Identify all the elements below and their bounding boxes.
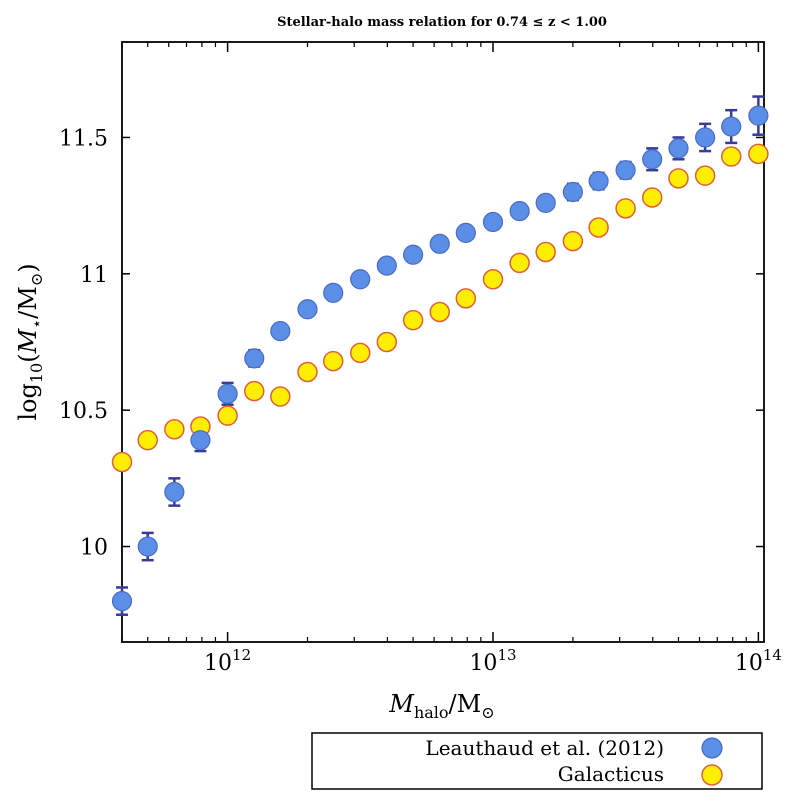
galacticus-point — [164, 419, 185, 440]
y-tick-label: 11.5 — [59, 126, 108, 151]
leauthaud-point — [695, 127, 716, 148]
leauthaud-point — [111, 590, 133, 612]
leauthaud-point — [190, 430, 211, 451]
axis-ticks: 10 10.5 11 11.5 1012 1013 1014 — [59, 42, 782, 676]
leauthaud-point — [588, 170, 609, 192]
leauthaud-point — [482, 211, 504, 233]
leauthaud-point — [509, 200, 530, 222]
leauthaud-point — [535, 192, 556, 214]
leauthaud-point — [642, 149, 663, 170]
leauthaud-point — [244, 348, 265, 369]
galacticus-point — [615, 198, 636, 219]
leauthaud-point — [217, 383, 238, 404]
legend-marker-leauthaud — [701, 737, 723, 759]
leauthaud-point — [455, 222, 476, 244]
galacticus-point — [588, 217, 609, 238]
legend-box — [311, 732, 763, 790]
galacticus-point — [509, 252, 530, 274]
galacticus-point — [349, 342, 371, 364]
galacticus-point — [455, 288, 477, 309]
leauthaud-point — [137, 536, 158, 557]
galacticus-point — [243, 380, 265, 402]
galacticus-point — [748, 143, 769, 165]
y-tick-label: 11 — [80, 263, 108, 288]
legend-label-leauthaud: Leauthaud et al. (2012) — [425, 736, 664, 760]
galacticus-point — [111, 451, 133, 473]
galacticus-point — [694, 165, 716, 186]
plot-frame — [121, 41, 765, 643]
x-axis-label: Mhalo/M⊙ — [388, 690, 494, 722]
y-tick-label: 10.5 — [59, 399, 108, 424]
galacticus-point — [429, 301, 450, 323]
legend-label-galacticus: Galacticus — [558, 762, 664, 786]
galacticus-point — [668, 168, 689, 189]
leauthaud-point — [403, 244, 424, 265]
leauthaud-point — [748, 105, 769, 126]
x-tick-label: 1012 — [204, 646, 251, 676]
galacticus-point — [562, 230, 584, 252]
leauthaud-point — [615, 160, 636, 181]
galacticus-point — [217, 405, 238, 426]
galacticus-point — [137, 429, 158, 451]
leauthaud-point — [323, 282, 344, 304]
galacticus-point — [322, 350, 344, 372]
leauthaud-point — [164, 481, 185, 503]
leauthaud-point — [668, 138, 689, 159]
leauthaud-point — [429, 233, 450, 254]
y-tick-label: 10 — [80, 536, 108, 561]
leauthaud-point — [350, 269, 371, 290]
leauthaud-point — [562, 181, 583, 203]
legend: Leauthaud et al. (2012) Galacticus — [311, 732, 763, 790]
galacticus-point — [270, 386, 291, 407]
leauthaud-point — [376, 255, 397, 276]
legend-marker-galacticus — [701, 764, 723, 786]
galacticus-point — [482, 269, 504, 290]
data-points — [111, 105, 769, 612]
leauthaud-point — [721, 116, 742, 137]
galacticus-point — [297, 361, 318, 383]
x-tick-label: 1014 — [735, 646, 782, 676]
x-tick-label: 1013 — [469, 646, 516, 676]
errorbars — [116, 95, 765, 616]
galacticus-point — [720, 146, 742, 167]
galacticus-point — [376, 331, 398, 353]
y-axis-label: log10(M⋆/M⊙) — [14, 263, 46, 420]
galacticus-point — [641, 187, 663, 208]
galacticus-point — [402, 309, 424, 331]
leauthaud-point — [297, 299, 318, 320]
leauthaud-point — [270, 320, 291, 342]
galacticus-point — [535, 241, 556, 263]
chart-title: Stellar-halo mass relation for 0.74 ≤ z … — [277, 15, 607, 30]
